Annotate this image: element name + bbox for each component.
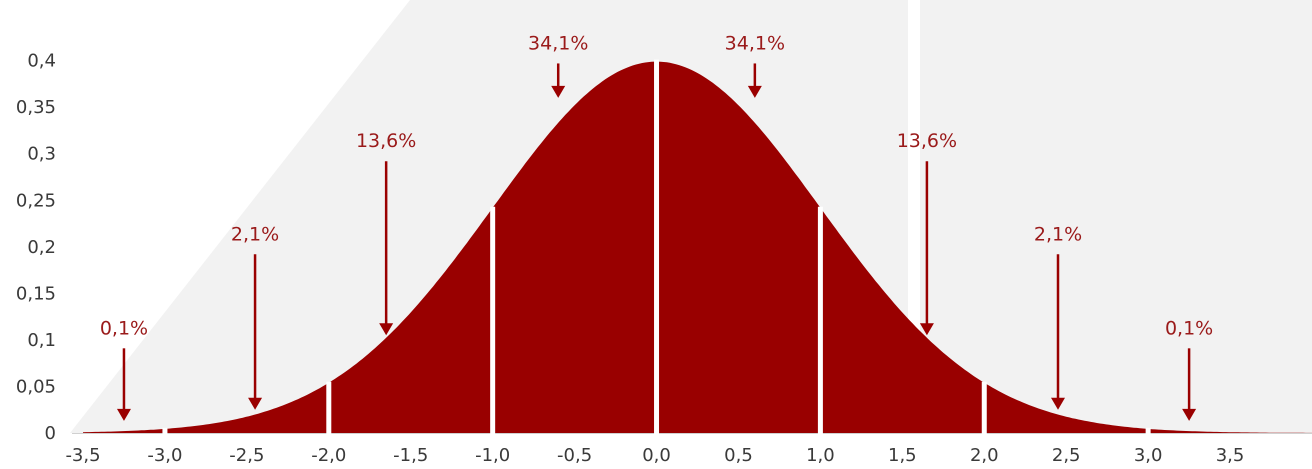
percentage-label: 0,1% — [1165, 317, 1213, 339]
y-tick-label: 0,05 — [16, 376, 56, 397]
tick-labels: 0 0,05 0,1 0,15 0,2 0,25 0,3 0,35 0,4 -3,5 -3,0 -2,… — [16, 51, 1244, 466]
density-area — [83, 61, 1312, 433]
y-tick-label: 0,2 — [27, 237, 56, 258]
y-tick-label: 0,1 — [27, 330, 56, 351]
percentage-label: 13,6% — [897, 130, 957, 152]
annotation-arrow-head — [551, 85, 566, 98]
x-tick-label: 3,5 — [1216, 445, 1245, 466]
annotation-arrow-head — [919, 323, 934, 336]
sigma-dividers — [162, 59, 1151, 434]
percentage-label: 13,6% — [356, 130, 416, 152]
percentage-label: 34,1% — [528, 32, 588, 54]
y-tick-label: 0,35 — [16, 97, 56, 118]
annotation-arrow-head — [747, 85, 762, 98]
x-tick-label: -3,5 — [65, 445, 100, 466]
y-tick-label: 0,25 — [16, 190, 56, 211]
x-tick-label: 0,5 — [724, 445, 753, 466]
x-tick-label: -3,0 — [147, 445, 182, 466]
annotation-arrow-head — [116, 408, 131, 421]
annotation-arrow-head — [379, 323, 394, 336]
annotation-arrow-head — [1182, 408, 1197, 421]
x-tick-label: 1,5 — [888, 445, 917, 466]
x-tick-label: 1,0 — [806, 445, 835, 466]
x-tick-label: 2,5 — [1052, 445, 1081, 466]
percentage-annotations: 0,1% 2,1% 13,6% 34,1% 34,1% 13,6% 2,1% 0,1% — [100, 32, 1213, 421]
percentage-label: 2,1% — [231, 223, 279, 245]
y-tick-label: 0,3 — [27, 144, 56, 165]
x-tick-label: -2,0 — [311, 445, 346, 466]
x-tick-label: -1,0 — [475, 445, 510, 466]
annotation-arrow-head — [248, 397, 263, 410]
density-fill — [83, 61, 1312, 433]
x-tick-label: -2,5 — [229, 445, 264, 466]
x-tick-label: -0,5 — [557, 445, 592, 466]
y-tick-label: 0,15 — [16, 283, 56, 304]
y-tick-label: 0 — [45, 423, 56, 444]
percentage-label: 0,1% — [100, 317, 148, 339]
x-tick-label: -1,5 — [393, 445, 428, 466]
annotation-arrow-head — [1051, 397, 1066, 410]
percentage-label: 34,1% — [725, 32, 785, 54]
x-tick-label: 2,0 — [970, 445, 999, 466]
x-tick-label: 3,0 — [1134, 445, 1163, 466]
x-tick-label: 0,0 — [642, 445, 671, 466]
y-tick-label: 0,4 — [27, 51, 56, 72]
percentage-label: 2,1% — [1034, 223, 1082, 245]
